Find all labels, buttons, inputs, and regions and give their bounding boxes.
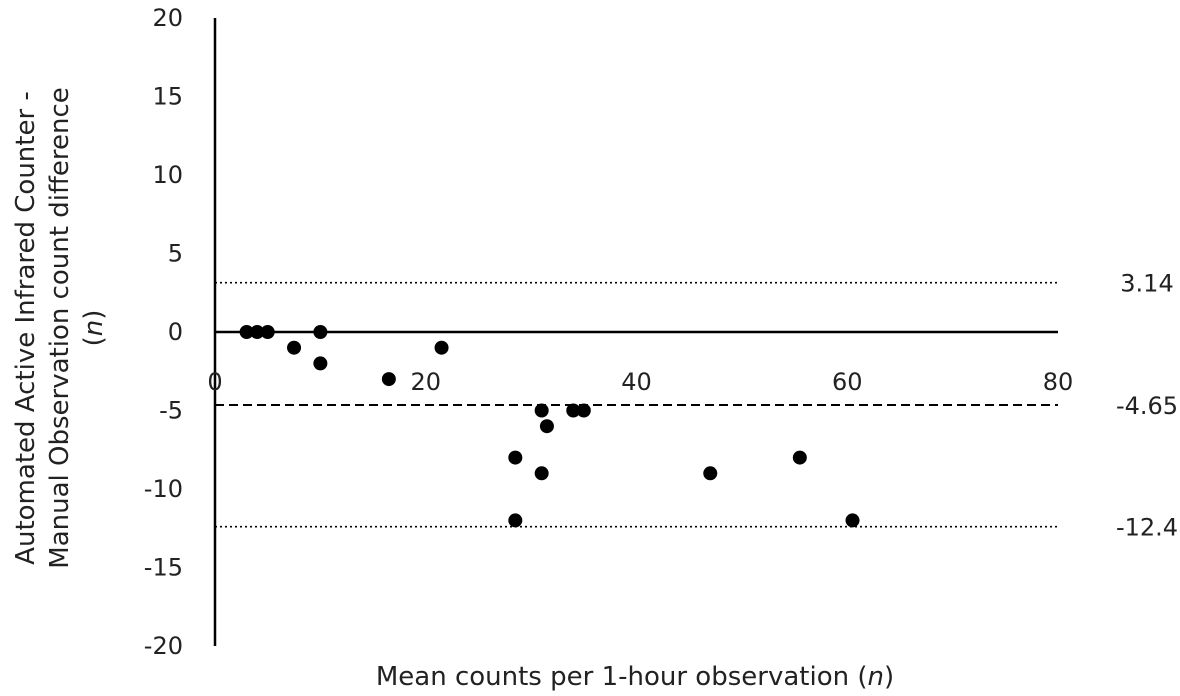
data-point: [381, 372, 396, 387]
y-axis-title-line-2: Manual Observation count difference: [45, 87, 75, 568]
lower-limit-label: -12.4: [1116, 514, 1178, 542]
data-point: [434, 340, 449, 355]
y-tick-label: 5: [168, 240, 183, 268]
data-point: [845, 513, 860, 528]
data-point: [792, 450, 807, 465]
x-tick-label: 80: [1043, 368, 1074, 396]
data-point: [287, 340, 302, 355]
y-tick-label: -10: [144, 475, 183, 503]
data-point: [566, 403, 581, 418]
data-point: [250, 325, 265, 339]
data-point: [703, 466, 718, 481]
data-point: [576, 403, 591, 418]
x-tick-label: 40: [621, 368, 652, 396]
x-axis-title: Mean counts per 1-hour observation (n): [376, 662, 894, 692]
upper-limit-label: 3.14: [1120, 270, 1173, 298]
reference-line-labels: 3.14 -4.65 -12.4: [1116, 270, 1178, 542]
data-point: [539, 419, 554, 434]
data-point: [239, 325, 254, 339]
y-tick-labels: 20 15 10 5 0 -5 -10 -15 -20: [144, 4, 183, 660]
x-tick-label: 20: [410, 368, 441, 396]
y-tick-label: -20: [144, 632, 183, 660]
data-point: [313, 325, 328, 339]
y-tick-label: 10: [152, 161, 183, 189]
y-tick-label: -5: [159, 397, 183, 425]
y-tick-label: 15: [152, 83, 183, 111]
data-point: [534, 403, 549, 418]
data-point: [260, 325, 275, 339]
x-tick-label: 0: [207, 368, 222, 396]
mean-difference-label: -4.65: [1116, 392, 1178, 420]
y-axis-title: Automated Active Infrared Counter - Manu…: [11, 87, 109, 568]
y-axis-title-unit: (n): [79, 310, 109, 347]
x-tick-labels: 0 20 40 60 80: [207, 368, 1073, 396]
x-tick-label: 60: [832, 368, 863, 396]
y-tick-label: 20: [152, 4, 183, 32]
y-tick-label: 0: [168, 318, 183, 346]
data-point: [508, 513, 523, 528]
reference-lines: [215, 281, 1058, 528]
data-points: [239, 325, 860, 528]
data-point: [313, 356, 328, 371]
data-point: [534, 466, 549, 481]
y-tick-label: -15: [144, 554, 183, 582]
data-point: [508, 450, 523, 465]
y-axis-title-line-1: Automated Active Infrared Counter -: [11, 91, 41, 565]
